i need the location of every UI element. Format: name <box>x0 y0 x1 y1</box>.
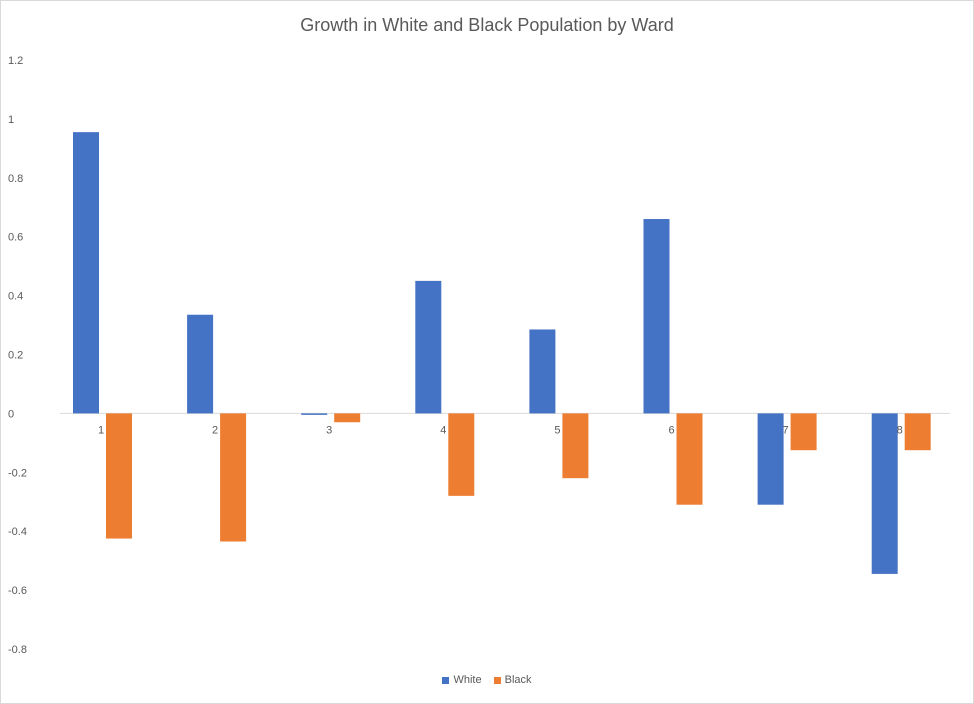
legend-swatch-black <box>493 676 501 684</box>
chart-legend: White Black <box>0 674 974 686</box>
y-tick-label: 0.4 <box>8 291 23 303</box>
bar-black-3 <box>334 413 361 423</box>
bar-black-6 <box>676 413 703 505</box>
bar-black-8 <box>904 413 931 451</box>
bar-white-6 <box>643 219 670 414</box>
bar-white-1 <box>73 132 99 414</box>
y-tick-label: 0 <box>8 408 14 420</box>
bar-white-5 <box>529 329 556 414</box>
legend-swatch-white <box>442 676 450 684</box>
bar-white-2 <box>187 314 214 414</box>
bar-white-8 <box>871 413 898 574</box>
bar-black-1 <box>106 413 132 539</box>
y-tick-label: -0.2 <box>8 467 27 479</box>
y-tick-label: -0.4 <box>8 526 27 538</box>
y-tick-label: 0.2 <box>8 350 23 362</box>
y-tick-label: 0.8 <box>8 173 23 185</box>
chart-title: Growth in White and Black Population by … <box>300 15 674 35</box>
bar-black-4 <box>448 413 475 496</box>
y-tick-label: 0.6 <box>8 232 23 244</box>
category-label: 4 <box>440 424 446 436</box>
legend-item-black: Black <box>493 674 532 686</box>
y-tick-label: 1.2 <box>8 55 23 67</box>
category-label: 7 <box>783 424 789 436</box>
y-tick-label: -0.8 <box>8 644 27 656</box>
category-label: 5 <box>554 424 560 436</box>
bar-black-2 <box>220 413 247 542</box>
bar-black-7 <box>790 413 817 451</box>
legend-label-white: White <box>453 674 482 686</box>
y-tick-label: -0.6 <box>8 585 27 597</box>
bar-white-4 <box>415 280 442 414</box>
category-label: 8 <box>897 424 903 436</box>
legend-label-black: Black <box>504 674 532 686</box>
legend-item-white: White <box>442 674 482 686</box>
bar-white-3 <box>301 413 328 415</box>
bar-white-7 <box>757 413 784 505</box>
category-label: 2 <box>212 424 218 436</box>
category-label: 1 <box>98 424 104 436</box>
category-label: 3 <box>326 424 332 436</box>
bar-black-5 <box>562 413 589 479</box>
y-tick-label: 1 <box>8 114 14 126</box>
category-label: 6 <box>668 424 674 436</box>
